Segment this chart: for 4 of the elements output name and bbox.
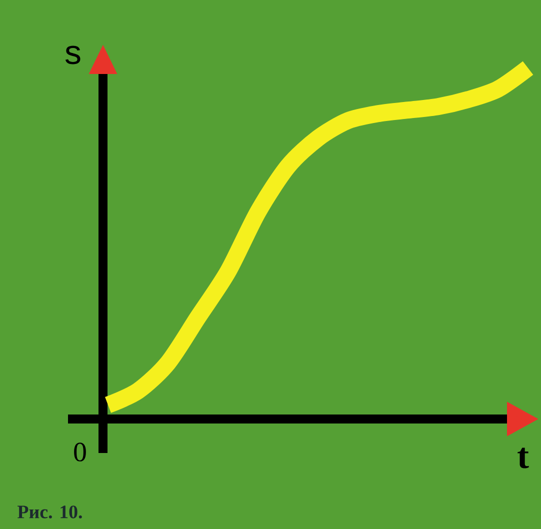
y-axis-title: s (65, 46, 80, 64)
x-axis-title: t (518, 448, 529, 468)
text: 0 (74, 442, 86, 462)
text: Рис. 10. (18, 506, 82, 518)
